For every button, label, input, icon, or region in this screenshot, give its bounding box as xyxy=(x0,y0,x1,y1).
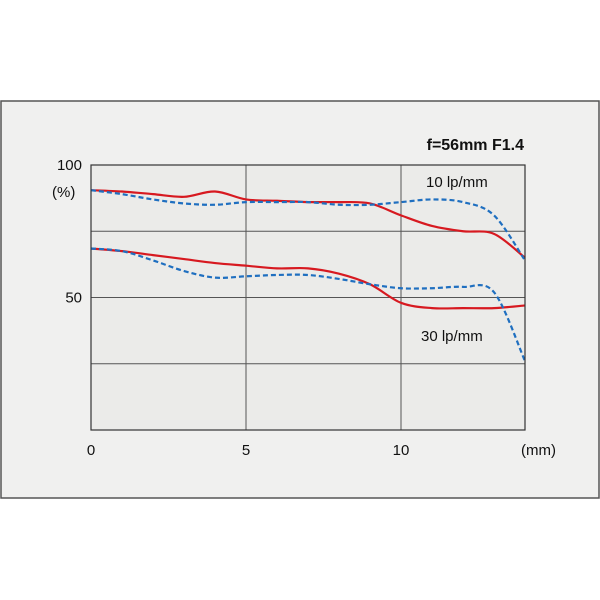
x-tick-label: 5 xyxy=(242,442,250,459)
annotation-10lp: 10 lp/mm xyxy=(426,174,488,191)
x-tick-label: 0 xyxy=(87,442,95,459)
series-layer xyxy=(90,189,527,362)
series-10lp-dashed-line xyxy=(90,189,526,262)
y-tick-label: 100 xyxy=(57,157,82,174)
x-tick-label: 10 xyxy=(393,442,410,459)
annotation-30lp: 30 lp/mm xyxy=(421,328,483,345)
series-30lp-solid-line xyxy=(90,247,526,310)
plot-border xyxy=(90,164,526,431)
series-30lp-dashed-line xyxy=(90,247,527,362)
chart-title: f=56mm F1.4 xyxy=(427,137,524,154)
x-axis-unit: (mm) xyxy=(521,442,556,459)
y-tick-label: 50 xyxy=(65,290,82,307)
tick-labels: 0 5 10 100 50 xyxy=(57,157,409,459)
grid xyxy=(91,165,525,430)
y-axis-unit: (%) xyxy=(52,184,75,201)
